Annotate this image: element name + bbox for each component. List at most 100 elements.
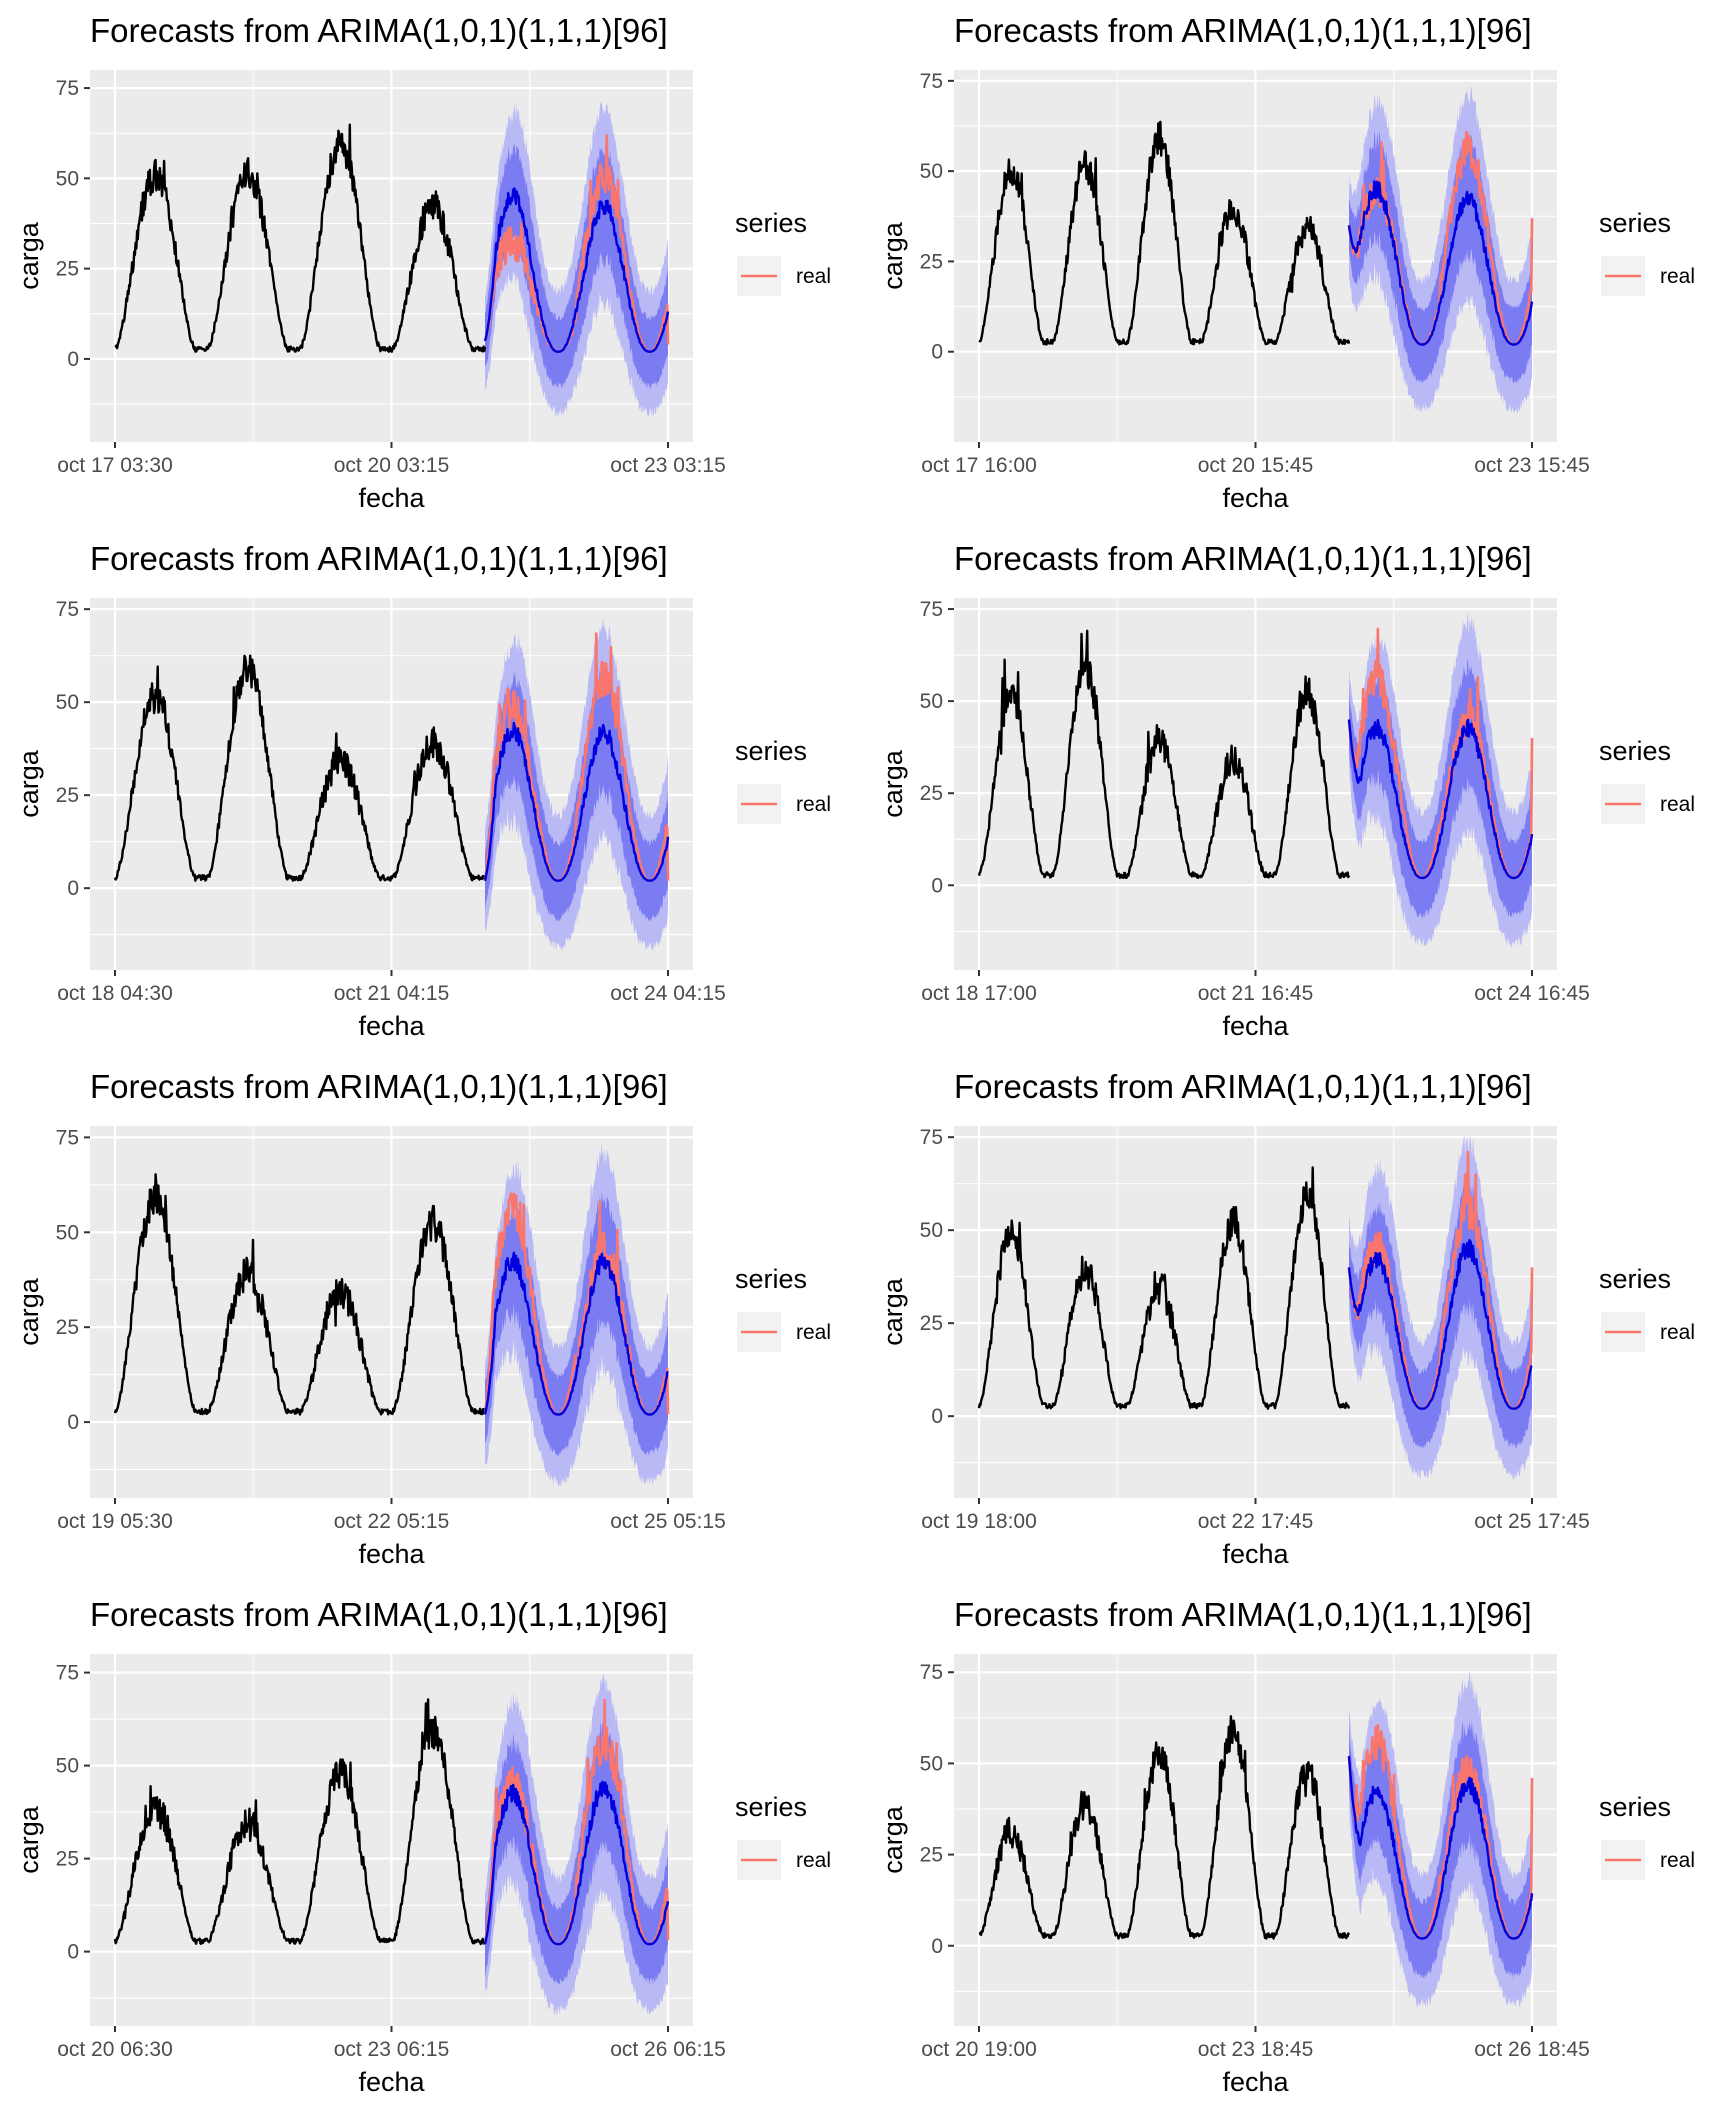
y-axis-label: carga bbox=[14, 749, 44, 818]
y-tick-label: 75 bbox=[920, 70, 943, 93]
y-axis-label: carga bbox=[878, 221, 908, 290]
y-tick-label: 50 bbox=[56, 167, 79, 190]
legend-entry-real: real bbox=[796, 1321, 831, 1344]
chart-svg: Forecasts from ARIMA(1,0,1)(1,1,1)[96] 0 2… bbox=[14, 1596, 831, 2097]
y-tick-label: 50 bbox=[920, 1219, 943, 1242]
observed-series-line bbox=[114, 123, 487, 353]
y-tick-label: 25 bbox=[920, 782, 943, 805]
y-tick-label: 50 bbox=[920, 160, 943, 183]
x-tick-label: oct 21 04:15 bbox=[334, 982, 450, 1005]
legend-entry-real: real bbox=[796, 793, 831, 816]
x-tick-label: oct 19 05:30 bbox=[57, 1510, 173, 1533]
x-axis-label: fecha bbox=[358, 1011, 425, 1041]
real-series-line bbox=[1347, 627, 1534, 880]
plot-area bbox=[113, 1673, 670, 2016]
x-tick-label: oct 21 16:45 bbox=[1198, 982, 1314, 1005]
y-tick-label: 0 bbox=[67, 1941, 79, 1964]
y-tick-label: 75 bbox=[920, 1126, 943, 1149]
legend-entry-real: real bbox=[1660, 265, 1695, 288]
legend-title: series bbox=[1599, 208, 1671, 238]
chart-title: Forecasts from ARIMA(1,0,1)(1,1,1)[96] bbox=[954, 1068, 1532, 1105]
chart-svg: Forecasts from ARIMA(1,0,1)(1,1,1)[96] 0 2… bbox=[878, 1068, 1695, 1569]
y-tick-label: 75 bbox=[56, 1126, 79, 1149]
observed-series-line bbox=[113, 1698, 487, 1946]
x-tick-label: oct 26 06:15 bbox=[610, 2038, 726, 2061]
prediction-interval-95-band bbox=[1349, 612, 1532, 949]
prediction-interval-95-band bbox=[1349, 1133, 1532, 1480]
legend-title: series bbox=[1599, 736, 1671, 766]
chart-svg: Forecasts from ARIMA(1,0,1)(1,1,1)[96] 0 2… bbox=[14, 540, 831, 1041]
y-tick-label: 50 bbox=[56, 1221, 79, 1244]
x-tick-label: oct 22 17:45 bbox=[1198, 1510, 1314, 1533]
forecast-mean-line bbox=[483, 721, 670, 882]
forecast-mean-line bbox=[483, 1780, 670, 1946]
x-tick-label: oct 23 03:15 bbox=[610, 454, 726, 477]
y-tick-label: 0 bbox=[931, 341, 943, 364]
legend-title: series bbox=[735, 736, 807, 766]
legend-entry-real: real bbox=[1660, 1321, 1695, 1344]
y-tick-label: 50 bbox=[56, 691, 79, 714]
chart-svg: Forecasts from ARIMA(1,0,1)(1,1,1)[96] 0 2… bbox=[878, 12, 1695, 513]
chart-title: Forecasts from ARIMA(1,0,1)(1,1,1)[96] bbox=[90, 12, 668, 49]
chart-title: Forecasts from ARIMA(1,0,1)(1,1,1)[96] bbox=[90, 1596, 668, 1633]
x-tick-label: oct 18 17:00 bbox=[921, 982, 1037, 1005]
prediction-interval-80-band bbox=[1349, 658, 1532, 919]
plot-area bbox=[978, 86, 1534, 414]
chart-svg: Forecasts from ARIMA(1,0,1)(1,1,1)[96] 0 2… bbox=[878, 1596, 1695, 2097]
y-tick-label: 75 bbox=[56, 77, 79, 100]
forecast-chart-8: Forecasts from ARIMA(1,0,1)(1,1,1)[96] 0 2… bbox=[864, 1584, 1728, 2112]
x-tick-label: oct 18 04:30 bbox=[57, 982, 173, 1005]
y-tick-label: 0 bbox=[67, 877, 79, 900]
prediction-interval-80-band bbox=[1349, 1719, 1532, 1979]
x-tick-label: oct 25 05:15 bbox=[610, 1510, 726, 1533]
y-tick-label: 75 bbox=[920, 1661, 943, 1684]
real-series-line bbox=[1347, 1723, 1534, 1940]
x-axis-label: fecha bbox=[358, 2067, 425, 2097]
x-tick-label: oct 20 19:00 bbox=[921, 2038, 1037, 2061]
legend-entry-real: real bbox=[796, 265, 831, 288]
chart-title: Forecasts from ARIMA(1,0,1)(1,1,1)[96] bbox=[90, 1068, 668, 1105]
y-tick-label: 75 bbox=[56, 1662, 79, 1685]
y-axis-label: carga bbox=[878, 749, 908, 818]
y-axis-label: carga bbox=[878, 1805, 908, 1874]
x-tick-label: oct 25 17:45 bbox=[1474, 1510, 1590, 1533]
prediction-interval-95-band bbox=[485, 101, 668, 417]
plot-area bbox=[114, 101, 670, 417]
y-tick-label: 0 bbox=[931, 874, 943, 897]
forecast-chart-7: Forecasts from ARIMA(1,0,1)(1,1,1)[96] 0 2… bbox=[0, 1584, 864, 2112]
x-axis-label: fecha bbox=[358, 1539, 425, 1569]
prediction-interval-80-band bbox=[485, 1191, 668, 1457]
x-axis-label: fecha bbox=[1222, 2067, 1289, 2097]
y-axis-label: carga bbox=[14, 1277, 44, 1346]
chart-title: Forecasts from ARIMA(1,0,1)(1,1,1)[96] bbox=[90, 540, 668, 577]
y-tick-label: 25 bbox=[56, 784, 79, 807]
prediction-interval-80-band bbox=[485, 141, 668, 389]
x-tick-label: oct 22 05:15 bbox=[334, 1510, 450, 1533]
forecast-chart-6: Forecasts from ARIMA(1,0,1)(1,1,1)[96] 0 2… bbox=[864, 1056, 1728, 1584]
prediction-interval-95-band bbox=[485, 1673, 668, 2016]
y-tick-label: 25 bbox=[920, 250, 943, 273]
x-tick-label: oct 23 18:45 bbox=[1198, 2038, 1314, 2061]
y-axis-label: carga bbox=[14, 1805, 44, 1874]
prediction-interval-95-band bbox=[1349, 1670, 1532, 2009]
observed-series-line bbox=[978, 120, 1351, 346]
legend-title: series bbox=[735, 208, 807, 238]
x-tick-label: oct 23 15:45 bbox=[1474, 454, 1590, 477]
prediction-interval-80-band bbox=[1349, 1179, 1532, 1450]
forecast-mean-line bbox=[483, 1251, 669, 1416]
x-tick-label: oct 19 18:00 bbox=[921, 1510, 1037, 1533]
chart-svg: Forecasts from ARIMA(1,0,1)(1,1,1)[96] 0 2… bbox=[878, 540, 1695, 1041]
y-tick-label: 0 bbox=[67, 348, 79, 371]
plot-area bbox=[978, 1670, 1534, 2009]
legend-title: series bbox=[1599, 1264, 1671, 1294]
legend-title: series bbox=[735, 1264, 807, 1294]
forecast-chart-1: Forecasts from ARIMA(1,0,1)(1,1,1)[96] 0 2… bbox=[0, 0, 864, 528]
plot-area bbox=[977, 1133, 1534, 1480]
prediction-interval-80-band bbox=[1349, 130, 1532, 384]
observed-series-line bbox=[977, 629, 1351, 880]
y-tick-label: 25 bbox=[920, 1312, 943, 1335]
y-tick-label: 0 bbox=[67, 1411, 79, 1434]
y-axis-label: carga bbox=[878, 1277, 908, 1346]
real-series-line bbox=[483, 632, 670, 883]
